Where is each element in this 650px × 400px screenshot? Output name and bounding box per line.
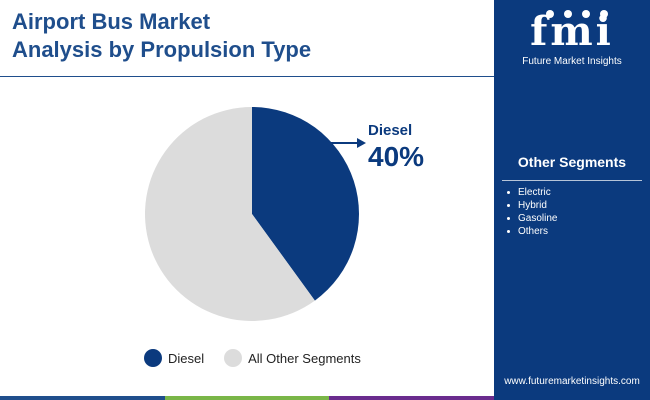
pie-group	[144, 107, 359, 321]
title-line-1: Airport Bus Market	[12, 9, 211, 34]
bottom-bar-purple	[329, 396, 495, 400]
segments-list: Electric Hybrid Gasoline Others	[506, 186, 557, 238]
segment-item-electric: Electric	[506, 186, 557, 199]
logo-icons	[546, 10, 608, 18]
segment-item-hybrid: Hybrid	[506, 199, 557, 212]
pie-chart	[144, 107, 366, 321]
chart-legend: Diesel All Other Segments	[144, 348, 381, 368]
legend-label-diesel: Diesel	[168, 350, 205, 366]
legend-item-other: All Other Segments	[224, 349, 361, 367]
segments-title: Other Segments	[517, 154, 627, 170]
legend-item-diesel: Diesel	[144, 349, 204, 367]
callout-value: 40%	[368, 141, 425, 172]
callout-arrow	[318, 138, 366, 148]
pie-slice-diesel	[252, 107, 359, 301]
segment-item-gasoline: Gasoline	[506, 212, 557, 225]
title-line-2: Analysis by Propulsion Type	[12, 37, 312, 62]
legend-swatch-diesel	[144, 349, 162, 367]
chart-title: Airport Bus Market Analysis by Propulsio…	[12, 8, 311, 64]
bottom-bar-green	[164, 396, 330, 400]
sidebar: fmi Future Market Insights Other Segment…	[494, 0, 650, 400]
website-url: www.futuremarketinsights.com	[504, 376, 640, 387]
legend-swatch-other	[224, 349, 243, 367]
title-divider	[0, 76, 494, 77]
callout-label: Diesel	[368, 122, 413, 139]
bottom-bar-blue	[0, 396, 165, 400]
segment-item-others: Others	[506, 225, 557, 238]
legend-label-other: All Other Segments	[248, 350, 361, 366]
logo-text: Future Market Insights	[522, 56, 622, 67]
logo-mark: fmi	[530, 8, 614, 55]
bottom-color-bar	[0, 396, 495, 400]
pie-slice-all-other-segments	[144, 107, 315, 321]
segments-divider	[502, 180, 642, 181]
